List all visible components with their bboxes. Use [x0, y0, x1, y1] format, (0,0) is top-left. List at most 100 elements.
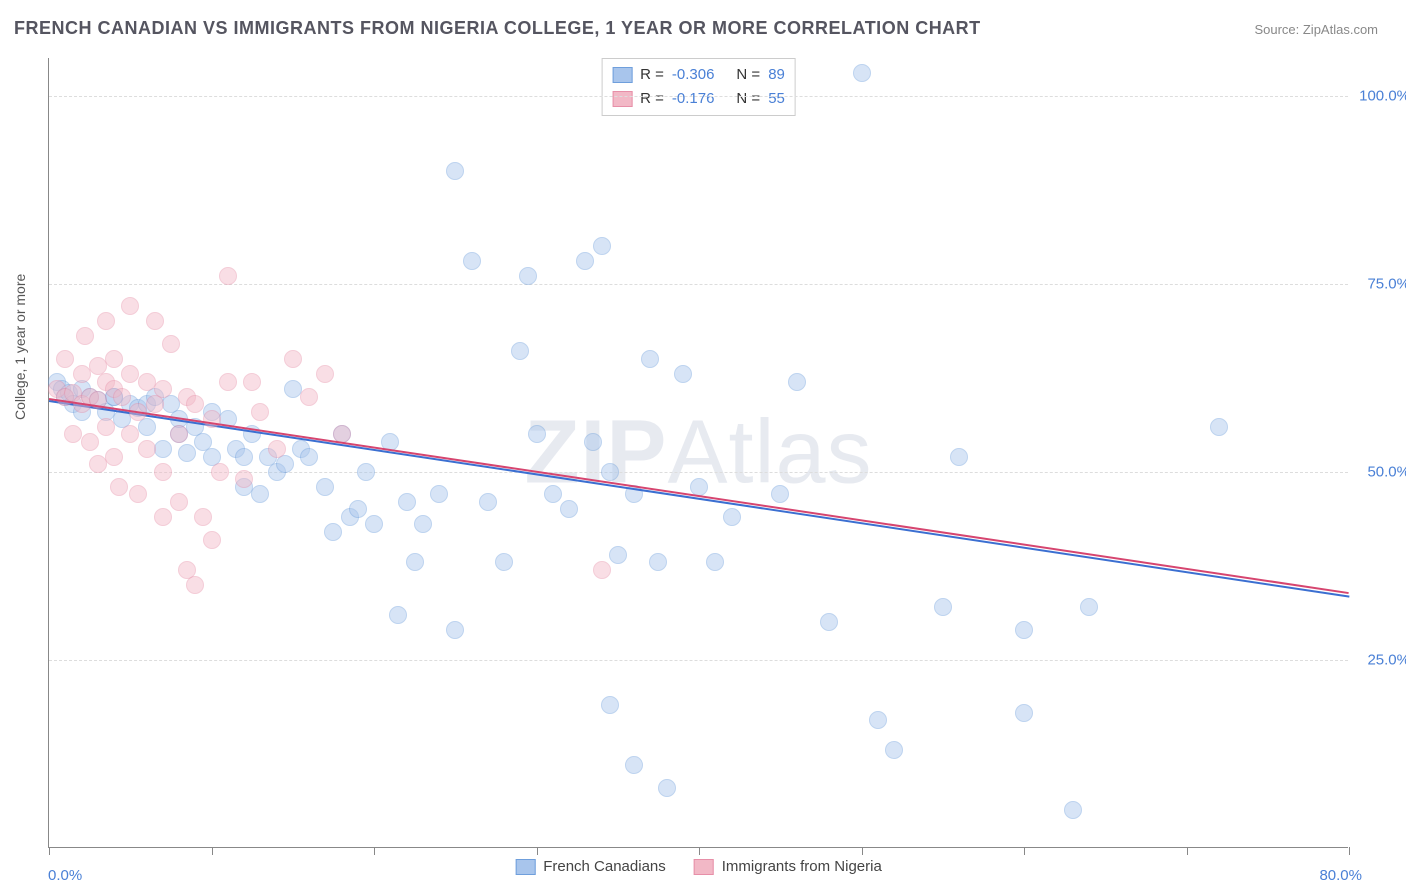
- data-point: [1210, 418, 1228, 436]
- x-max-label: 80.0%: [1319, 867, 1362, 884]
- data-point: [593, 237, 611, 255]
- data-point: [186, 576, 204, 594]
- data-point: [154, 380, 172, 398]
- y-axis-label: College, 1 year or more: [12, 274, 28, 420]
- data-point: [706, 553, 724, 571]
- data-point: [658, 779, 676, 797]
- data-point: [1015, 704, 1033, 722]
- data-point: [251, 485, 269, 503]
- data-point: [853, 64, 871, 82]
- data-point: [641, 350, 659, 368]
- data-point: [203, 531, 221, 549]
- data-point: [113, 388, 131, 406]
- data-point: [414, 515, 432, 533]
- data-point: [89, 455, 107, 473]
- data-point: [316, 365, 334, 383]
- data-point: [170, 493, 188, 511]
- data-point: [211, 463, 229, 481]
- data-point: [235, 470, 253, 488]
- data-point: [584, 433, 602, 451]
- source-label: Source: ZipAtlas.com: [1254, 22, 1378, 37]
- data-point: [625, 756, 643, 774]
- data-point: [885, 741, 903, 759]
- legend-stat-row: R = -0.176N = 55: [612, 87, 785, 111]
- data-point: [528, 425, 546, 443]
- data-point: [601, 463, 619, 481]
- x-tick: [1024, 847, 1025, 855]
- data-point: [235, 448, 253, 466]
- data-point: [576, 252, 594, 270]
- data-point: [723, 508, 741, 526]
- data-point: [365, 515, 383, 533]
- chart-title: FRENCH CANADIAN VS IMMIGRANTS FROM NIGER…: [14, 18, 981, 39]
- correlation-legend: R = -0.306N = 89R = -0.176N = 55: [601, 58, 796, 116]
- data-point: [170, 425, 188, 443]
- data-point: [138, 440, 156, 458]
- data-point: [324, 523, 342, 541]
- data-point: [105, 448, 123, 466]
- data-point: [186, 395, 204, 413]
- trend-line: [49, 398, 1349, 594]
- data-point: [479, 493, 497, 511]
- data-point: [560, 500, 578, 518]
- data-point: [146, 312, 164, 330]
- data-point: [601, 696, 619, 714]
- data-point: [178, 444, 196, 462]
- data-point: [349, 500, 367, 518]
- data-point: [495, 553, 513, 571]
- data-point: [357, 463, 375, 481]
- data-point: [511, 342, 529, 360]
- y-tick-label: 75.0%: [1367, 275, 1406, 292]
- data-point: [203, 410, 221, 428]
- trend-line: [49, 400, 1349, 598]
- legend-item: French Canadians: [515, 858, 666, 875]
- data-point: [544, 485, 562, 503]
- data-point: [56, 350, 74, 368]
- x-min-label: 0.0%: [48, 867, 82, 884]
- data-point: [162, 335, 180, 353]
- data-point: [154, 508, 172, 526]
- data-point: [1064, 801, 1082, 819]
- data-point: [243, 373, 261, 391]
- data-point: [398, 493, 416, 511]
- data-point: [788, 373, 806, 391]
- data-point: [1015, 621, 1033, 639]
- x-tick: [862, 847, 863, 855]
- data-point: [268, 440, 286, 458]
- data-point: [76, 327, 94, 345]
- data-point: [519, 267, 537, 285]
- gridline: [49, 96, 1348, 97]
- data-point: [430, 485, 448, 503]
- data-point: [219, 373, 237, 391]
- data-point: [300, 388, 318, 406]
- data-point: [609, 546, 627, 564]
- x-tick: [374, 847, 375, 855]
- data-point: [389, 606, 407, 624]
- data-point: [1080, 598, 1098, 616]
- data-point: [73, 365, 91, 383]
- data-point: [121, 297, 139, 315]
- data-point: [154, 440, 172, 458]
- x-tick: [537, 847, 538, 855]
- data-point: [110, 478, 128, 496]
- gridline: [49, 660, 1348, 661]
- data-point: [950, 448, 968, 466]
- data-point: [97, 418, 115, 436]
- data-point: [284, 350, 302, 368]
- data-point: [674, 365, 692, 383]
- legend-item: Immigrants from Nigeria: [694, 858, 882, 875]
- data-point: [129, 485, 147, 503]
- x-tick: [1349, 847, 1350, 855]
- data-point: [446, 621, 464, 639]
- data-point: [446, 162, 464, 180]
- y-tick-label: 50.0%: [1367, 463, 1406, 480]
- data-point: [820, 613, 838, 631]
- x-tick: [49, 847, 50, 855]
- data-point: [251, 403, 269, 421]
- series-legend: French Canadians Immigrants from Nigeria: [515, 858, 882, 875]
- data-point: [406, 553, 424, 571]
- y-tick-label: 100.0%: [1359, 87, 1406, 104]
- data-point: [97, 312, 115, 330]
- data-point: [194, 508, 212, 526]
- data-point: [771, 485, 789, 503]
